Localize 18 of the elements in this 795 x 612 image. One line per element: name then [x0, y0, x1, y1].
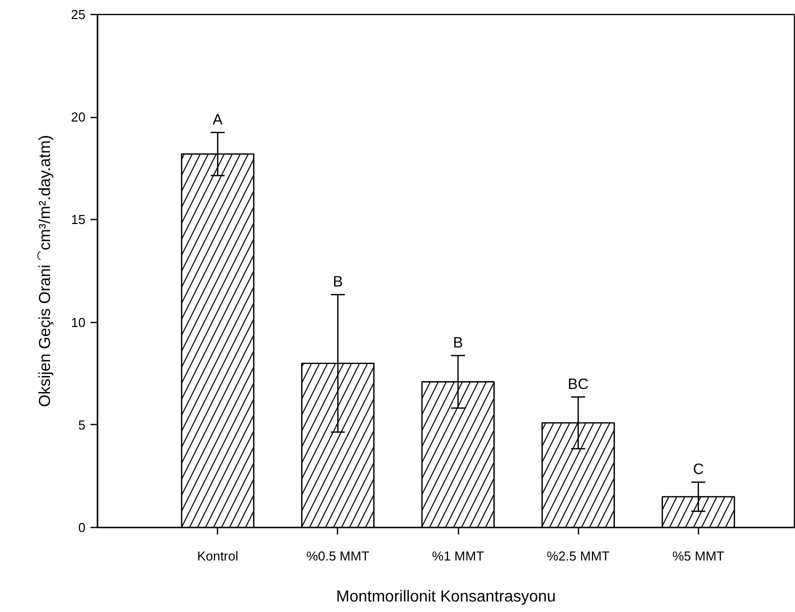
y-axis-title: Oksijen Geçis Orani ⁀cm³/m².day.atm)	[37, 135, 54, 407]
annotation: BC	[568, 376, 589, 393]
y-tick-label: 0	[78, 520, 86, 535]
annotation: C	[692, 461, 704, 478]
y-tick-label: 20	[71, 110, 86, 125]
annotation: B	[453, 334, 464, 352]
x-axis-title: Montmorillonit Konsantrasyonu	[336, 588, 556, 606]
x-tick-label: %1 MMT	[432, 548, 484, 564]
x-tick-label: %0.5 MMT	[306, 548, 370, 564]
annotation: B	[332, 274, 343, 291]
y-tick-label: 15	[71, 212, 86, 228]
y-tick-label: 10	[71, 314, 86, 330]
y-tick-label: 5	[78, 417, 86, 432]
annotation: A	[212, 111, 223, 128]
x-tick-label: %2.5 MMT	[546, 548, 610, 564]
y-tick-label: 25	[71, 7, 86, 22]
x-tick-label: %5 MMT	[672, 548, 724, 564]
x-tick-label: Kontrol	[197, 548, 238, 564]
